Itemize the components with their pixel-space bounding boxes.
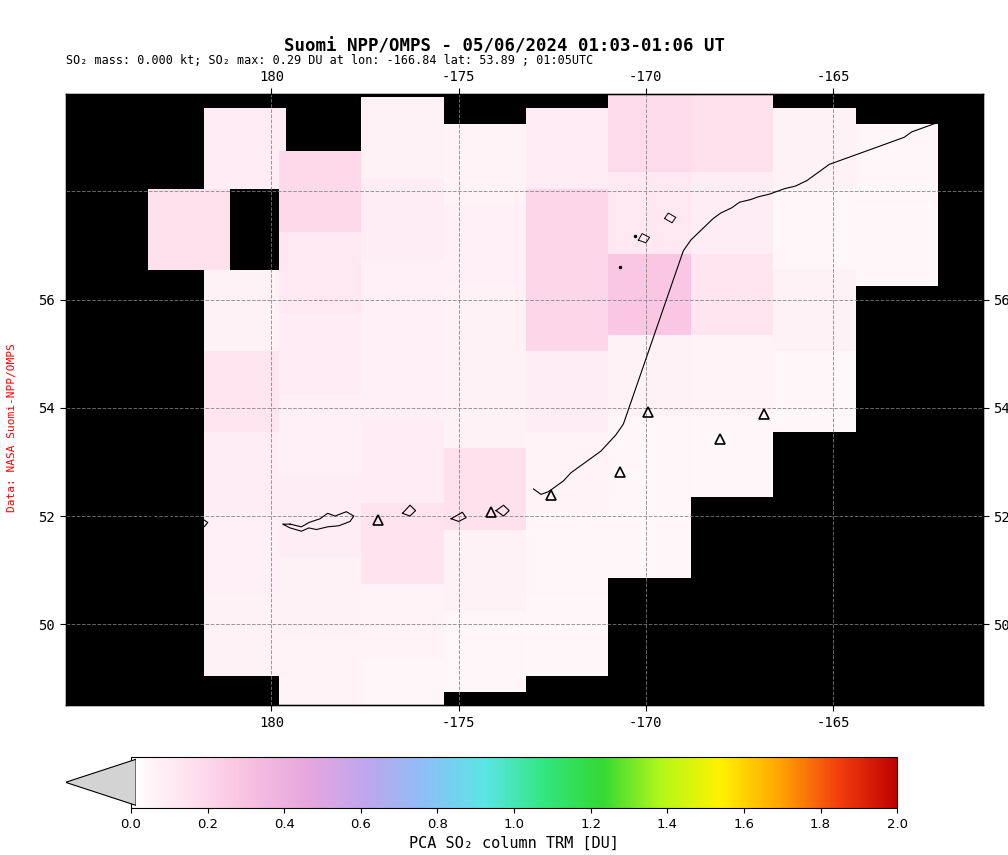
FancyBboxPatch shape xyxy=(526,513,609,594)
FancyBboxPatch shape xyxy=(361,97,444,178)
FancyBboxPatch shape xyxy=(609,497,690,578)
FancyBboxPatch shape xyxy=(526,108,609,189)
FancyBboxPatch shape xyxy=(204,270,286,351)
FancyBboxPatch shape xyxy=(444,205,526,286)
FancyBboxPatch shape xyxy=(361,422,444,503)
FancyBboxPatch shape xyxy=(204,594,286,675)
FancyBboxPatch shape xyxy=(690,173,773,254)
FancyBboxPatch shape xyxy=(361,584,444,665)
FancyBboxPatch shape xyxy=(279,638,361,719)
FancyBboxPatch shape xyxy=(609,91,690,173)
FancyBboxPatch shape xyxy=(279,394,361,475)
FancyBboxPatch shape xyxy=(773,270,856,351)
FancyBboxPatch shape xyxy=(204,108,286,189)
FancyBboxPatch shape xyxy=(444,286,526,368)
FancyBboxPatch shape xyxy=(526,432,609,513)
FancyBboxPatch shape xyxy=(279,313,361,394)
FancyBboxPatch shape xyxy=(526,594,609,675)
FancyBboxPatch shape xyxy=(361,503,444,584)
FancyBboxPatch shape xyxy=(690,91,773,173)
Text: Suomi NPP/OMPS - 05/06/2024 01:03-01:06 UT: Suomi NPP/OMPS - 05/06/2024 01:03-01:06 … xyxy=(283,38,725,56)
FancyBboxPatch shape xyxy=(204,351,286,432)
FancyBboxPatch shape xyxy=(279,475,361,557)
FancyBboxPatch shape xyxy=(526,189,609,270)
FancyBboxPatch shape xyxy=(444,124,526,205)
X-axis label: PCA SO₂ column TRM [DU]: PCA SO₂ column TRM [DU] xyxy=(409,836,619,852)
FancyBboxPatch shape xyxy=(444,448,526,529)
FancyBboxPatch shape xyxy=(279,232,361,313)
FancyBboxPatch shape xyxy=(856,124,937,205)
FancyBboxPatch shape xyxy=(609,173,690,254)
Polygon shape xyxy=(66,759,136,805)
FancyBboxPatch shape xyxy=(773,189,856,270)
FancyBboxPatch shape xyxy=(526,270,609,351)
FancyBboxPatch shape xyxy=(444,610,526,692)
FancyBboxPatch shape xyxy=(361,340,444,422)
FancyBboxPatch shape xyxy=(361,659,444,740)
FancyBboxPatch shape xyxy=(773,108,856,189)
Text: SO₂ mass: 0.000 kt; SO₂ max: 0.29 DU at lon: -166.84 lat: 53.89 ; 01:05UTC: SO₂ mass: 0.000 kt; SO₂ max: 0.29 DU at … xyxy=(66,54,593,67)
FancyBboxPatch shape xyxy=(856,205,937,286)
FancyBboxPatch shape xyxy=(609,335,690,416)
FancyBboxPatch shape xyxy=(361,259,444,340)
FancyBboxPatch shape xyxy=(690,335,773,416)
FancyBboxPatch shape xyxy=(204,432,286,513)
FancyBboxPatch shape xyxy=(279,150,361,232)
FancyBboxPatch shape xyxy=(204,513,286,594)
FancyBboxPatch shape xyxy=(690,416,773,497)
FancyBboxPatch shape xyxy=(609,254,690,335)
FancyBboxPatch shape xyxy=(148,189,230,270)
FancyBboxPatch shape xyxy=(279,557,361,638)
FancyBboxPatch shape xyxy=(444,529,526,610)
FancyBboxPatch shape xyxy=(444,368,526,448)
Text: Data: NASA Suomi-NPP/OMPS: Data: NASA Suomi-NPP/OMPS xyxy=(7,343,17,512)
FancyBboxPatch shape xyxy=(361,178,444,259)
FancyBboxPatch shape xyxy=(526,351,609,432)
FancyBboxPatch shape xyxy=(609,416,690,497)
FancyBboxPatch shape xyxy=(690,254,773,335)
FancyBboxPatch shape xyxy=(773,351,856,432)
